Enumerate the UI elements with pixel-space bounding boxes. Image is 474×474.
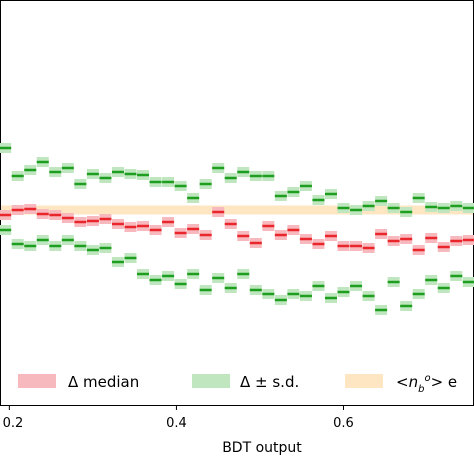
series-2 [0, 225, 474, 315]
legend-swatch-expected [345, 374, 383, 388]
x-tick-label: 0.4 [166, 416, 187, 431]
legend-swatch-sd [192, 374, 230, 388]
x-ticks-layer: 0.2 0.4 0.6 [3, 405, 354, 431]
legend-swatch-median [18, 374, 56, 388]
legend: Δ median Δ ± s.d. <nbo> e [18, 373, 457, 395]
reference-band-layer [1, 205, 473, 215]
plot-frame [0, 0, 474, 406]
data-marks-layer [0, 143, 474, 315]
x-axis-label: BDT output [222, 440, 302, 456]
series-1 [0, 143, 474, 217]
legend-label-sd: Δ ± s.d. [240, 373, 299, 391]
expected-band [1, 205, 473, 215]
series-0 [0, 204, 474, 255]
x-tick-label: 0.6 [333, 416, 354, 431]
legend-label-expected: <nbo> e [396, 373, 457, 395]
x-tick-label: 0.2 [3, 416, 24, 431]
legend-label-median: Δ median [68, 373, 139, 391]
